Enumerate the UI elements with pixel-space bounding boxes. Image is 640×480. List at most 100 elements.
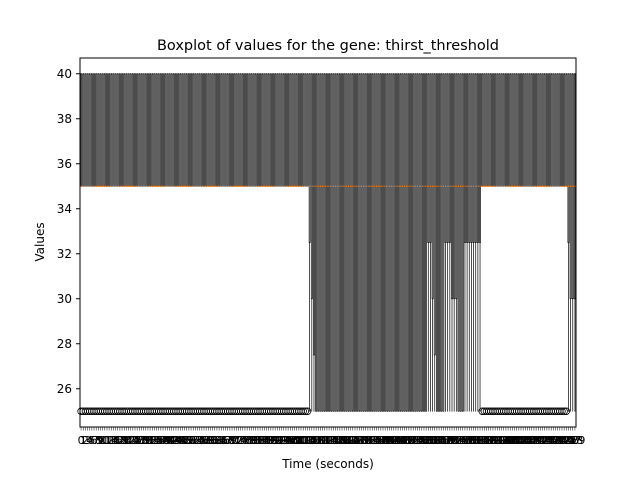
box-165 [436, 73, 438, 412]
box-iqr [313, 73, 315, 356]
box-iqr [567, 73, 570, 243]
x-tick-label-25: 25 [128, 434, 142, 447]
box-177 [461, 73, 464, 412]
x-tick-label-211: 211 [526, 434, 547, 447]
x-tick-label-84: 84 [255, 434, 269, 447]
y-tick-label-38: 38 [57, 112, 72, 126]
y-tick-label-26: 26 [57, 382, 72, 396]
box-111 [319, 73, 322, 412]
x-tick-label-16: 16 [109, 434, 123, 447]
x-tick-label-221: 221 [547, 434, 568, 447]
x-tick-label-185: 185 [470, 434, 491, 447]
x-tick-label-214: 214 [532, 434, 553, 447]
x-tick-label-160: 160 [416, 434, 437, 447]
x-tick-label-65: 65 [214, 434, 228, 447]
y-tick-label-32: 32 [57, 247, 72, 261]
x-tick-label-21: 21 [119, 434, 133, 447]
box-iqr [338, 73, 341, 412]
box-167 [440, 73, 443, 412]
x-tick-label-138: 138 [368, 434, 389, 447]
y-tick-label-40: 40 [57, 67, 72, 81]
x-tick-label-217: 217 [539, 434, 560, 447]
x-tick-label-113: 113 [314, 434, 335, 447]
box-iqr [315, 73, 318, 412]
x-tick-label-172: 172 [442, 434, 463, 447]
x-tick-label-27: 27 [132, 434, 146, 447]
box-136 [373, 73, 376, 412]
x-tick-label-180: 180 [459, 434, 480, 447]
box-iqr [392, 73, 395, 412]
x-tick-label-208: 208 [519, 434, 540, 447]
x-tick-label-139: 139 [370, 434, 391, 447]
y-axis-label: Values [33, 222, 47, 261]
box-iqr [429, 73, 432, 243]
x-tick-label-201: 201 [504, 434, 525, 447]
x-tick-label-177: 177 [452, 434, 473, 447]
x-tick-label-102: 102 [291, 434, 312, 447]
x-tick-label-17: 17 [111, 434, 125, 447]
x-tick-label-86: 86 [260, 434, 274, 447]
plot-frame [79, 57, 577, 428]
box-iqr [466, 73, 468, 243]
x-tick-label-108: 108 [303, 434, 324, 447]
x-tick-label-145: 145 [383, 434, 404, 447]
box-iqr [436, 73, 438, 412]
x-tick-label-205: 205 [513, 434, 534, 447]
x-tick-label-130: 130 [351, 434, 372, 447]
x-tick-label-8: 8 [95, 434, 102, 447]
box-iqr [362, 73, 365, 412]
box-154 [412, 73, 415, 412]
box-iqr [323, 73, 326, 412]
x-tick-label-171: 171 [439, 434, 460, 447]
x-tick-label-199: 199 [500, 434, 521, 447]
box-iqr [459, 73, 462, 412]
x-tick-label-197: 197 [495, 434, 516, 447]
box-157 [418, 73, 421, 412]
x-tick-label-167: 167 [431, 434, 452, 447]
x-tick-label-85: 85 [257, 434, 271, 447]
x-tick-label-198: 198 [498, 434, 519, 447]
box-iqr [412, 73, 415, 412]
x-tick-label-28: 28 [134, 434, 148, 447]
x-tick-label-41: 41 [162, 434, 176, 447]
x-tick-label-20: 20 [117, 434, 131, 447]
box-iqr [448, 73, 451, 243]
x-tick-label-73: 73 [232, 434, 246, 447]
x-tick-label-18: 18 [113, 434, 127, 447]
x-tick-label-119: 119 [327, 434, 348, 447]
x-tick-label-82: 82 [251, 434, 265, 447]
x-tick-label-23: 23 [124, 434, 138, 447]
box-153 [410, 73, 412, 412]
x-tick-label-33: 33 [145, 434, 159, 447]
x-tick-label-6: 6 [91, 434, 98, 447]
x-tick-label-19: 19 [115, 434, 129, 447]
x-tick-label-57: 57 [197, 434, 211, 447]
box-iqr [388, 73, 391, 412]
box-156 [416, 73, 419, 412]
x-tick-label-50: 50 [182, 434, 196, 447]
box-iqr [407, 73, 410, 412]
box-110 [317, 73, 320, 412]
box-147 [397, 73, 399, 412]
x-tick-label-203: 203 [508, 434, 529, 447]
x-tick-label-179: 179 [457, 434, 478, 447]
x-tick-label-61: 61 [206, 434, 220, 447]
box-iqr [326, 73, 328, 412]
x-tick-label-103: 103 [293, 434, 314, 447]
x-tick-label-58: 58 [199, 434, 213, 447]
outlier-point [299, 407, 307, 415]
x-tick-label-48: 48 [178, 434, 192, 447]
box-141 [384, 73, 387, 412]
x-tick-label-140: 140 [372, 434, 393, 447]
box-185 [479, 73, 481, 412]
x-tick-label-142: 142 [377, 434, 398, 447]
x-tick-label-7: 7 [93, 434, 100, 447]
x-tick-label-35: 35 [150, 434, 164, 447]
x-tick-label-87: 87 [262, 434, 276, 447]
x-tick-label-184: 184 [467, 434, 488, 447]
x-tick-label-14: 14 [104, 434, 118, 447]
box-117 [332, 73, 335, 412]
box-iqr [341, 73, 343, 412]
x-tick-label-161: 161 [418, 434, 439, 447]
